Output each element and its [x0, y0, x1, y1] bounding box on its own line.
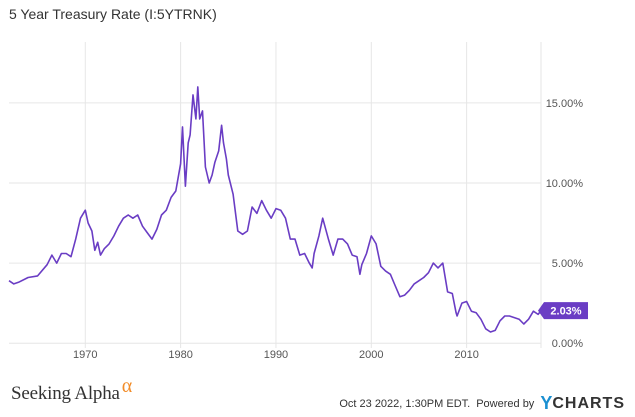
ycharts-y-icon: Y: [540, 393, 553, 413]
ycharts-logo[interactable]: Y CHARTS: [540, 393, 625, 414]
x-tick-label: 2000: [359, 349, 383, 361]
alpha-symbol-icon: α: [121, 375, 133, 397]
x-tick-label: 1970: [73, 349, 97, 361]
last-value-badge: [538, 302, 588, 320]
y-tick-label: 5.00%: [552, 258, 583, 270]
y-tick-label: 15.00%: [546, 98, 584, 110]
seeking-alpha-logo: Seeking Alpha α: [11, 375, 132, 405]
y-tick-label: 10.00%: [546, 178, 584, 190]
y-tick-label: 0.00%: [552, 338, 583, 350]
chart-footer: Oct 23 2022, 1:30PM EDT. Powered by Y CH…: [339, 393, 625, 414]
x-tick-label: 1990: [264, 349, 288, 361]
x-tick-label: 1980: [168, 349, 192, 361]
last-value-label: 2.03%: [550, 306, 581, 318]
series-line: [8, 86, 542, 333]
chart-title: 5 Year Treasury Rate (I:5YTRNK): [9, 6, 217, 22]
x-tick-label: 2010: [454, 349, 478, 361]
powered-by-label: Powered by: [476, 397, 535, 410]
timestamp: Oct 23 2022, 1:30PM EDT.: [339, 397, 471, 410]
seeking-alpha-wordmark: Seeking Alpha: [11, 383, 120, 404]
ycharts-wordmark: CHARTS: [552, 394, 625, 412]
